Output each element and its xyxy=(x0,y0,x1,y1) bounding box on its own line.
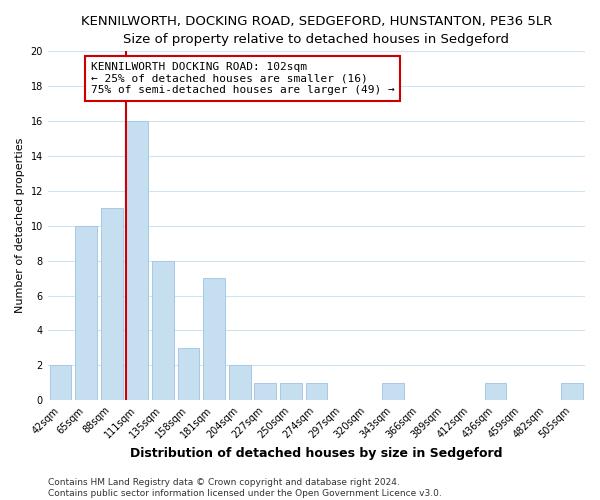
Bar xyxy=(562,382,583,400)
Bar xyxy=(485,382,506,400)
Bar xyxy=(203,278,225,400)
Bar xyxy=(50,366,71,400)
Bar xyxy=(305,382,327,400)
X-axis label: Distribution of detached houses by size in Sedgeford: Distribution of detached houses by size … xyxy=(130,447,503,460)
Bar xyxy=(280,382,302,400)
Bar xyxy=(254,382,276,400)
Bar xyxy=(178,348,199,400)
Text: Contains HM Land Registry data © Crown copyright and database right 2024.
Contai: Contains HM Land Registry data © Crown c… xyxy=(48,478,442,498)
Bar xyxy=(75,226,97,400)
Title: KENNILWORTH, DOCKING ROAD, SEDGEFORD, HUNSTANTON, PE36 5LR
Size of property rela: KENNILWORTH, DOCKING ROAD, SEDGEFORD, HU… xyxy=(81,15,552,46)
Bar xyxy=(127,121,148,400)
Y-axis label: Number of detached properties: Number of detached properties xyxy=(15,138,25,314)
Bar xyxy=(152,260,174,400)
Bar xyxy=(382,382,404,400)
Bar xyxy=(229,366,251,400)
Bar xyxy=(101,208,122,400)
Text: KENNILWORTH DOCKING ROAD: 102sqm
← 25% of detached houses are smaller (16)
75% o: KENNILWORTH DOCKING ROAD: 102sqm ← 25% o… xyxy=(91,62,395,95)
